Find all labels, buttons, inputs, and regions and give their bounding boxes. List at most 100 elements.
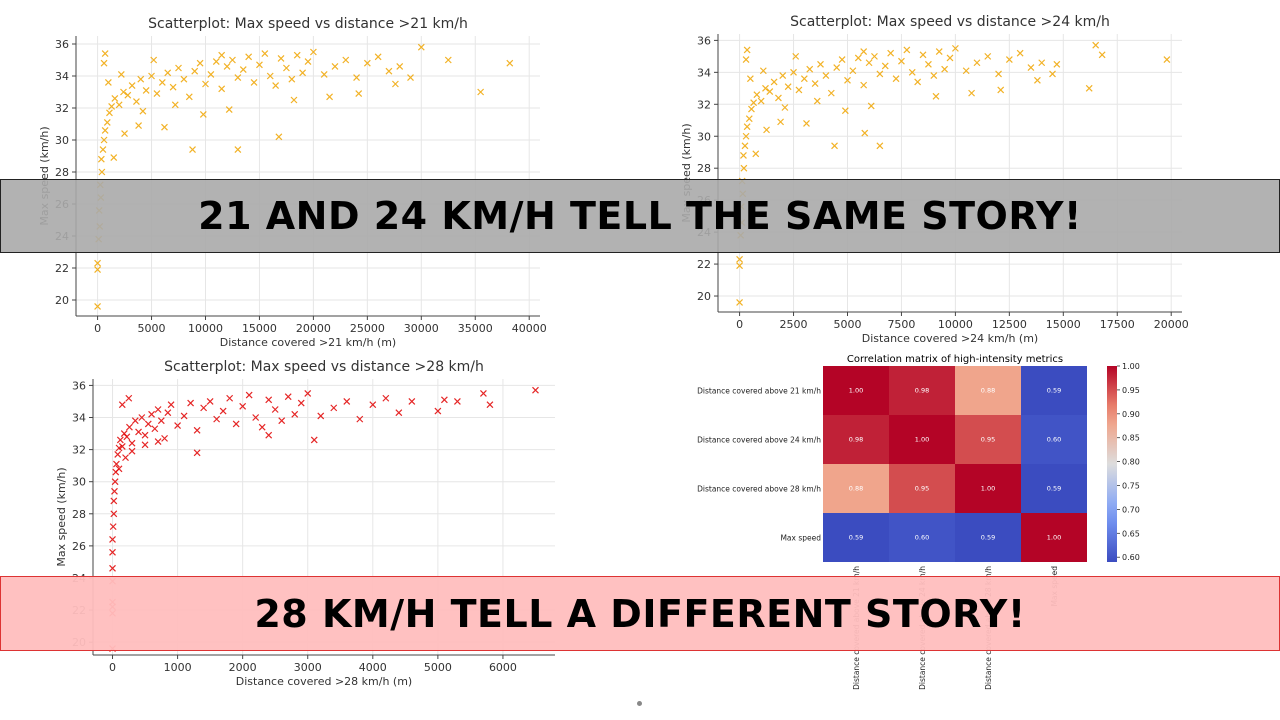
data-point	[395, 409, 403, 417]
data-point	[532, 386, 539, 394]
data-point	[100, 136, 108, 144]
colorbar-tick-label: 0.90	[1122, 410, 1140, 419]
data-point	[841, 107, 849, 115]
x-axis-label: Distance covered >28 km/h (m)	[236, 675, 412, 688]
y-tick-label: 30	[697, 130, 711, 143]
data-point	[110, 154, 118, 162]
data-point	[417, 43, 425, 51]
heatmap-cell	[1021, 415, 1087, 464]
heatmap-cell	[955, 415, 1021, 464]
data-point	[817, 60, 824, 68]
data-point	[114, 450, 122, 458]
data-point	[135, 122, 143, 130]
data-point	[109, 564, 116, 572]
heatmap-cell-value: 0.95	[915, 485, 929, 493]
y-tick-label: 30	[72, 476, 86, 489]
data-point	[309, 48, 317, 56]
data-point	[741, 142, 749, 150]
y-tick-label: 26	[72, 540, 86, 553]
y-tick-label: 28	[55, 166, 69, 179]
heatmap-cell-value: 0.98	[915, 387, 929, 395]
x-tick-label: 20000	[296, 322, 331, 335]
data-point	[218, 51, 226, 59]
y-tick-label: 36	[72, 379, 86, 392]
x-tick-label: 15000	[242, 322, 277, 335]
chart-title: Scatterplot: Max speed vs distance >21 k…	[148, 16, 468, 32]
heatmap-cell	[823, 464, 889, 513]
y-tick-label: 34	[72, 412, 86, 425]
data-point	[154, 406, 162, 413]
data-point	[133, 98, 140, 106]
data-point	[115, 101, 123, 109]
heatmap-cell-value: 0.88	[849, 485, 863, 493]
y-axis-label: Max speed (km/h)	[55, 467, 68, 566]
data-point	[356, 415, 364, 423]
heatmap-cell-value: 0.59	[1047, 387, 1061, 395]
data-point	[108, 102, 116, 110]
colorbar	[1107, 366, 1117, 562]
data-point	[185, 93, 193, 101]
heatmap-cell-value: 0.98	[849, 436, 863, 444]
heatmap-cell-value: 1.00	[849, 387, 863, 395]
data-point	[101, 126, 109, 134]
heatmap-cell-value: 0.59	[981, 534, 995, 542]
data-point	[745, 115, 753, 123]
heatmap-row-label: Distance covered above 28 km/h	[697, 485, 821, 494]
heatmap-cell-value: 0.59	[1047, 485, 1061, 493]
data-point	[290, 96, 298, 104]
y-tick-label: 20	[697, 290, 711, 303]
data-point	[781, 104, 789, 111]
data-point	[908, 68, 916, 76]
data-point	[453, 398, 461, 405]
data-point	[752, 150, 760, 158]
x-tick-label: 10000	[938, 318, 973, 331]
x-tick-label: 5000	[833, 318, 861, 331]
data-point	[180, 412, 188, 420]
heatmap-title: Correlation matrix of high-intensity met…	[847, 354, 1063, 365]
data-point	[225, 106, 233, 114]
data-point	[984, 52, 992, 60]
data-point	[229, 56, 236, 64]
data-point	[99, 146, 107, 154]
data-point	[736, 262, 744, 270]
data-point	[930, 72, 938, 79]
data-point	[898, 57, 905, 65]
data-point	[150, 56, 158, 64]
data-point	[266, 72, 274, 80]
data-point	[750, 99, 758, 107]
data-point	[271, 406, 279, 413]
data-point	[171, 101, 179, 109]
data-point	[748, 105, 755, 113]
data-point	[1049, 70, 1056, 78]
data-point	[342, 56, 350, 64]
data-point	[158, 78, 166, 86]
data-point	[777, 118, 785, 126]
y-tick-label: 32	[697, 98, 711, 111]
heatmap-cell	[1021, 366, 1087, 415]
data-point	[355, 90, 363, 98]
data-point	[813, 97, 821, 105]
x-tick-label: 1000	[164, 661, 192, 674]
data-point	[831, 142, 838, 150]
data-point	[924, 60, 932, 68]
data-point	[164, 69, 172, 77]
data-point	[100, 59, 108, 67]
data-point	[117, 70, 125, 78]
data-point	[304, 390, 312, 397]
y-tick-label: 20	[55, 294, 69, 307]
data-point	[1092, 41, 1100, 49]
heatmap-cell-value: 0.60	[915, 534, 929, 542]
data-point	[892, 75, 900, 83]
data-point	[113, 460, 120, 468]
colorbar-tick-label: 0.65	[1122, 529, 1140, 538]
data-point	[121, 130, 128, 138]
x-tick-label: 4000	[359, 661, 387, 674]
data-point	[876, 142, 884, 150]
data-point	[887, 49, 895, 57]
data-point	[317, 412, 325, 420]
data-point	[946, 54, 954, 62]
data-point	[1016, 49, 1024, 57]
data-point	[935, 48, 943, 55]
data-point	[202, 80, 209, 88]
data-point	[245, 391, 253, 399]
